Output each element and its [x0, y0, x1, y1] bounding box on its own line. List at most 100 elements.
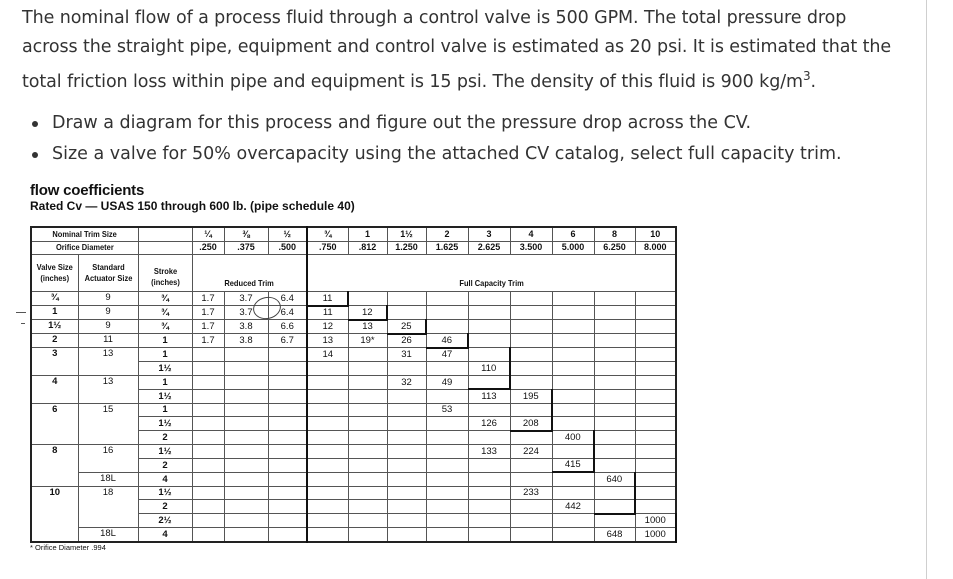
cv-value-cell: 12: [347, 305, 388, 321]
cv-value-cell: 13: [347, 319, 388, 334]
cv-value-cell: [223, 499, 269, 514]
orifice-diameter: .500: [267, 240, 308, 255]
cv-value-cell: [509, 457, 553, 473]
cv-value-cell: [347, 513, 388, 528]
cv-value-cell: [267, 499, 308, 514]
actuator-size-cell: 9: [77, 291, 139, 306]
cv-value-cell: 13: [306, 333, 349, 348]
cv-value-cell: [191, 361, 225, 376]
cv-value-cell: [267, 513, 308, 528]
stroke-cell: 4: [137, 527, 193, 542]
cv-value-cell: [223, 374, 269, 390]
cv-value-cell: [634, 347, 677, 362]
cv-value-cell: [593, 430, 636, 445]
cv-value-cell: [306, 361, 349, 376]
cv-value-cell: [223, 457, 269, 473]
cv-value-cell: 1.7: [191, 333, 225, 348]
table-row: 2 400: [31, 430, 677, 445]
cv-value-cell: [634, 388, 677, 404]
cv-value-cell: 6.7: [267, 333, 308, 348]
stroke-cell: 4: [137, 471, 193, 487]
cv-value-cell: 3.8: [223, 333, 269, 348]
cv-value-cell: [551, 402, 595, 417]
cv-value-cell: [509, 471, 553, 487]
cv-value-cell: [551, 444, 595, 459]
cv-value-cell: [509, 402, 553, 417]
cv-value-cell: [347, 374, 388, 390]
stroke-cell: 1: [137, 333, 193, 348]
orifice-diameter: .250: [191, 240, 225, 255]
cv-value-cell: [634, 457, 677, 473]
cv-value-cell: 233: [509, 485, 553, 500]
orifice-diameter: .812: [347, 240, 388, 255]
table-row: 2½ 1000: [31, 513, 677, 528]
cv-value-cell: [347, 527, 388, 542]
valve-size-cell: 4: [30, 374, 79, 404]
valve-size-cell: 8: [30, 444, 79, 487]
trim-size: 4: [509, 226, 553, 242]
stroke-cell: ¾: [137, 319, 193, 334]
cv-value-cell: 1000: [634, 527, 677, 542]
cv-value-cell: [593, 347, 636, 362]
stroke-cell: 1: [137, 347, 193, 362]
cv-value-cell: [593, 388, 636, 404]
trim-size: 6: [551, 226, 595, 242]
cv-value-cell: [223, 361, 269, 376]
cv-value-cell: [191, 444, 225, 459]
cv-value-cell: 133: [467, 444, 511, 459]
cv-value-cell: [467, 319, 511, 334]
cv-value-cell: 1000: [634, 513, 677, 528]
orifice-diameter: .750: [306, 240, 349, 255]
cv-value-cell: [467, 499, 511, 514]
cv-value-cell: [551, 374, 595, 390]
trim-size: 3: [467, 226, 511, 242]
cv-value-cell: [425, 388, 469, 404]
cv-value-cell: 26: [386, 333, 427, 348]
cv-value-cell: [347, 347, 388, 362]
trim-size: 1: [347, 226, 388, 242]
cv-value-cell: [347, 499, 388, 514]
cv-value-cell: [593, 513, 636, 528]
table-row: 1½ 110: [31, 361, 677, 376]
orifice-diameter: 1.625: [425, 240, 469, 255]
cv-value-cell: [593, 416, 636, 431]
cv-value-cell: 113: [467, 388, 511, 404]
stroke-cell: 2: [137, 457, 193, 473]
trim-size: 1½: [386, 226, 427, 242]
cv-value-cell: [267, 416, 308, 431]
cv-value-cell: [223, 416, 269, 431]
actuator-size-cell: 9: [77, 319, 139, 334]
cv-value-cell: [191, 513, 225, 528]
header-row-orifice: Orifice Diameter .250 .375 .500 .750 .81…: [30, 240, 677, 255]
cv-value-cell: [191, 499, 225, 514]
actuator-size-cell: 18: [77, 485, 139, 528]
cv-value-cell: [267, 457, 308, 473]
catalog-subtitle: Rated Cv — USAS 150 through 600 lb. (pip…: [30, 199, 355, 213]
cv-value-cell: [425, 361, 469, 376]
cv-value-cell: [223, 485, 269, 500]
trim-size: 8: [593, 226, 636, 242]
cv-value-cell: [386, 485, 427, 500]
cv-value-cell: [347, 291, 388, 306]
orifice-diameter: 3.500: [509, 240, 553, 255]
cv-value-cell: 195: [509, 388, 553, 404]
cv-value-cell: [551, 513, 595, 528]
cv-value-cell: [425, 513, 469, 528]
orifice-diameter: 1.250: [386, 240, 427, 255]
cv-value-cell: [386, 499, 427, 514]
stroke-cell: 2: [137, 499, 193, 514]
cv-value-cell: [386, 388, 427, 404]
cv-value-cell: [306, 513, 349, 528]
cv-value-cell: [386, 513, 427, 528]
cv-value-cell: 19*: [347, 333, 388, 348]
cv-value-cell: [386, 527, 427, 542]
cv-value-cell: [425, 319, 469, 334]
cv-value-cell: [593, 361, 636, 376]
cv-value-cell: [593, 444, 636, 459]
cv-value-cell: [634, 402, 677, 417]
actuator-size-cell: 15: [77, 402, 139, 445]
orifice-diameter: 2.625: [467, 240, 511, 255]
question-line-1: The nominal flow of a process fluid thro…: [22, 8, 847, 28]
cv-value-cell: [425, 527, 469, 542]
cv-value-cell: [347, 416, 388, 431]
